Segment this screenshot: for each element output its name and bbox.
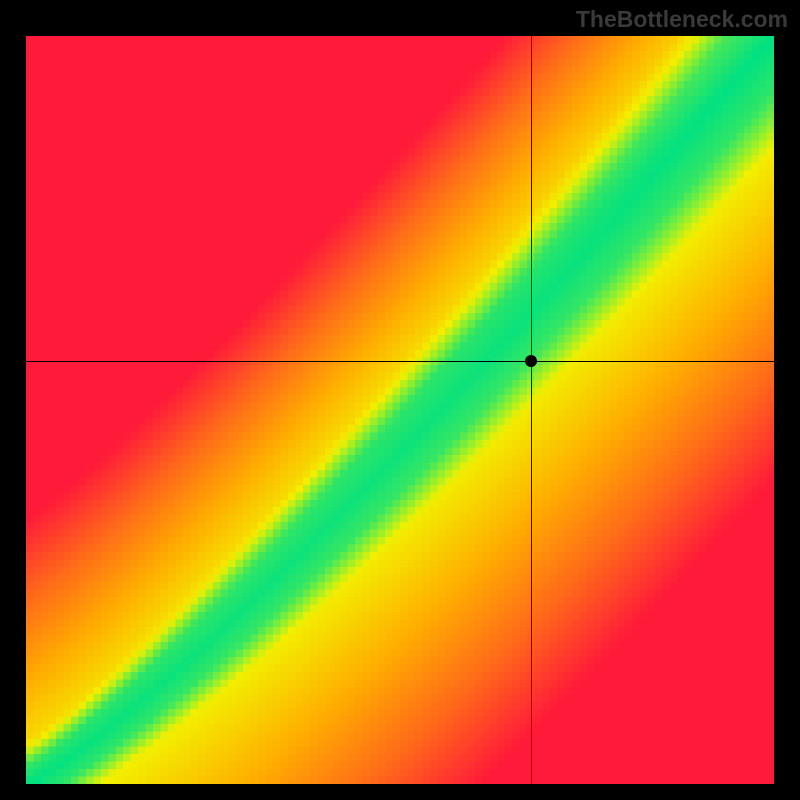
heatmap-plot-area (26, 36, 774, 784)
heatmap-canvas (26, 36, 774, 784)
selection-marker (525, 355, 537, 367)
crosshair-vertical (531, 36, 532, 784)
watermark-text: TheBottleneck.com (576, 6, 788, 33)
crosshair-horizontal (26, 361, 774, 362)
